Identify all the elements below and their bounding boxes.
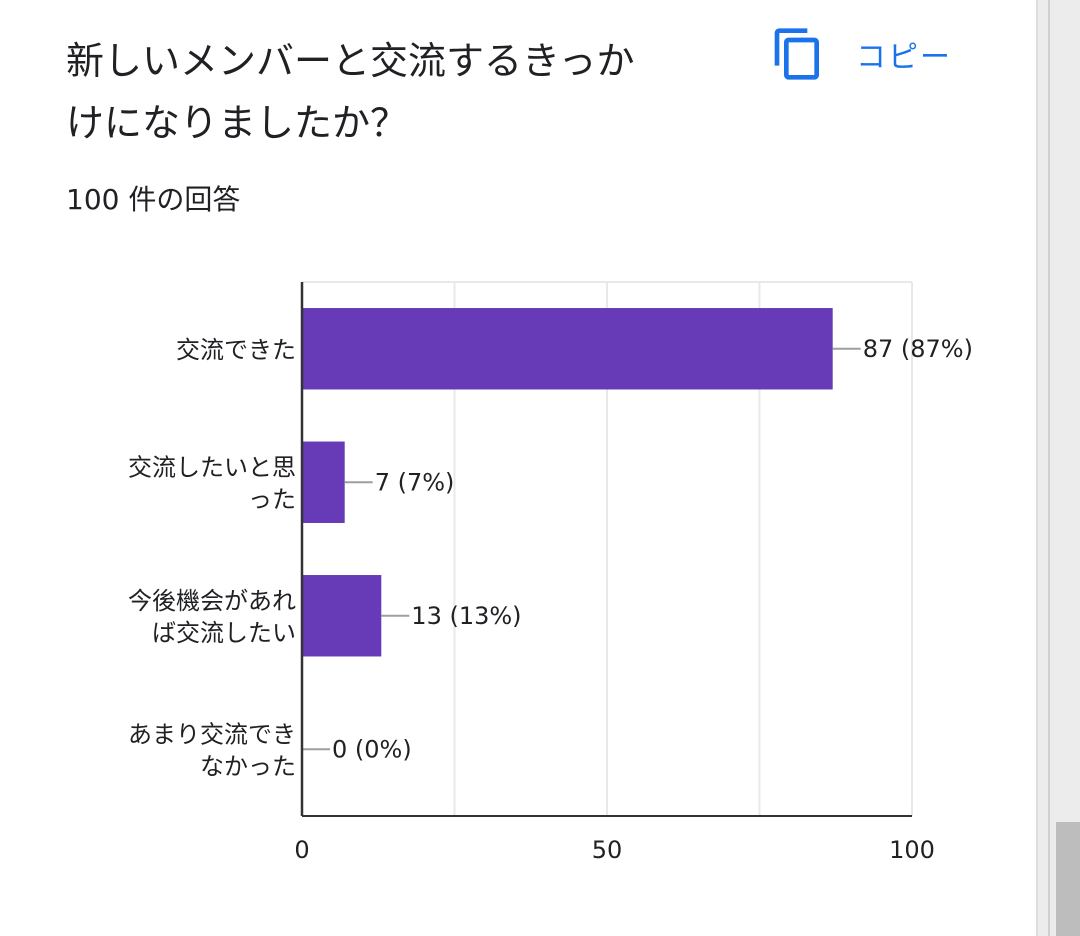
copy-icon [774,28,819,80]
data-label: 13 (13%) [411,602,521,630]
bar [302,308,833,390]
x-tick-label: 100 [889,836,935,864]
data-label: 7 (7%) [375,468,455,496]
data-label: 87 (87%) [863,335,973,363]
category-label: ば交流したい [152,619,296,647]
copy-button-label: コピー [856,40,952,75]
question-title-line-1: 新しいメンバーと交流するきっか [66,39,635,83]
category-label: った [248,485,296,513]
bar [302,575,382,657]
category-label: 交流できた [176,336,296,364]
scrollbar-track[interactable] [1036,0,1080,936]
scrollbar-thumb[interactable] [1056,822,1080,936]
category-label: あまり交流でき [128,720,296,748]
x-tick-label: 0 [294,836,309,864]
category-label: 今後機会があれ [128,587,296,615]
x-tick-label: 50 [592,836,623,864]
scrollbar-divider [1048,0,1050,936]
question-title-line-2: けになりましたか？ [66,101,409,145]
copy-button[interactable]: コピー [770,22,980,86]
data-label: 0 (0%) [332,735,412,763]
category-label: 交流したいと思 [128,453,296,481]
category-label: なかった [200,752,296,780]
response-count: 100 件の回答 [66,183,241,216]
question-card: 新しいメンバーと交流するきっか けになりましたか？ コピー 100 件の回答 8… [66,22,980,864]
question-title: 新しいメンバーと交流するきっか けになりましたか？ [66,30,726,154]
bar [302,441,345,523]
